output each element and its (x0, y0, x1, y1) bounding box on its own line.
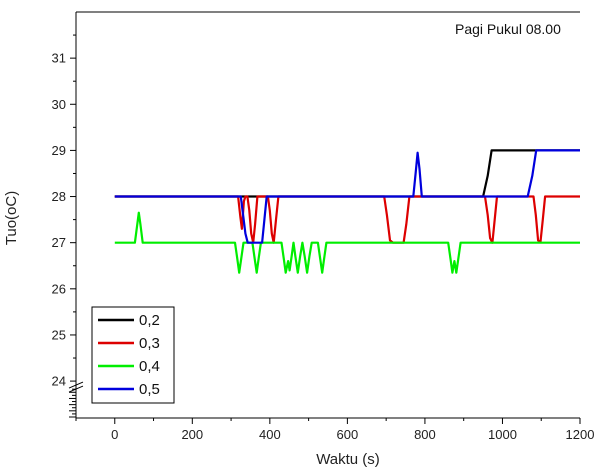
x-tick-label: 400 (259, 427, 281, 442)
legend-box (91, 306, 175, 404)
legend-label: 0,2 (139, 312, 160, 329)
y-tick-label: 25 (52, 327, 66, 342)
plot-content (114, 149, 580, 274)
y-tick-label: 26 (52, 281, 66, 296)
y-tick-label: 28 (52, 189, 66, 204)
series-line-0-4 (114, 211, 580, 274)
x-tick-label: 1200 (566, 427, 595, 442)
series-line-0-5 (114, 149, 580, 244)
y-axis-label: Tuo(oC) (3, 191, 20, 245)
plot-frame (75, 11, 580, 419)
x-tick-label: 200 (181, 427, 203, 442)
y-tick-label: 31 (52, 51, 66, 66)
x-tick-label: 600 (337, 427, 359, 442)
legend-label: 0,4 (139, 358, 160, 375)
x-tick-label: 800 (414, 427, 436, 442)
legend-label: 0,5 (139, 381, 160, 398)
y-tick-label: 24 (52, 374, 66, 389)
legend: 0,2 0,3 0,4 0,5 (91, 306, 175, 404)
y-tick-label: 30 (52, 97, 66, 112)
y-axis-break-mark (68, 385, 84, 393)
chart-annotation: Pagi Pukul 08.00 (455, 21, 561, 37)
legend-label: 0,3 (139, 335, 160, 352)
axis-ticks: 0 200 400 600 800 1000 1200 24 25 26 27 28 29 30 31 (52, 34, 595, 442)
y-tick-label: 27 (52, 235, 66, 250)
y-axis-break-mark (68, 381, 84, 389)
x-tick-label: 1000 (488, 427, 517, 442)
x-tick-label: 0 (111, 427, 118, 442)
series-group (114, 149, 580, 274)
x-axis-label: Waktu (s) (316, 451, 380, 468)
y-tick-label: 29 (52, 143, 66, 158)
